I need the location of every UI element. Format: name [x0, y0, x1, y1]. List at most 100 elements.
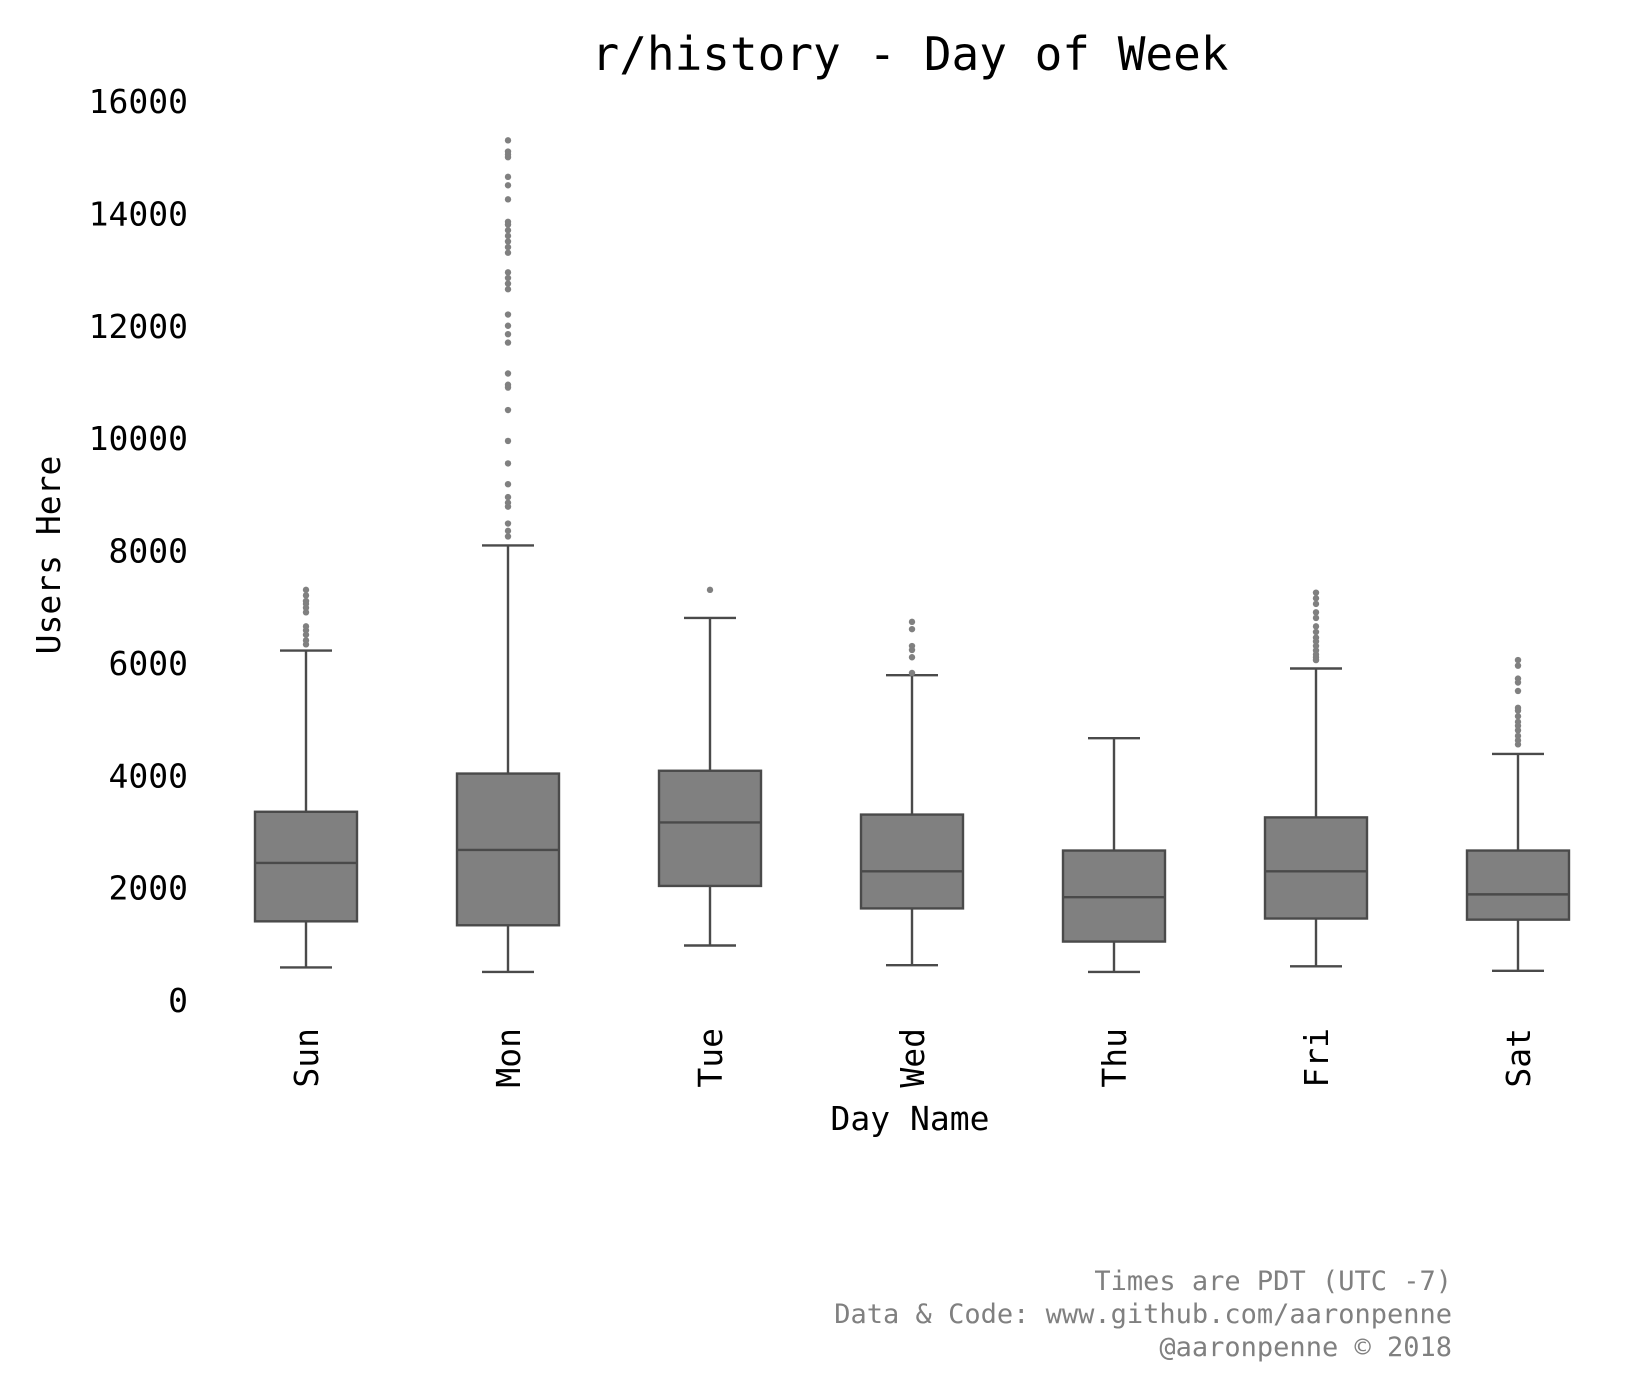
outlier-point — [504, 218, 512, 226]
outlier-point — [504, 406, 512, 414]
outlier-point — [504, 196, 512, 203]
x-axis-ticks: Sun Mon Tue Wed Thu Fri Sat — [287, 1028, 1538, 1088]
x-tick-label: Fri — [1297, 1028, 1336, 1088]
outlier-point — [1514, 732, 1522, 740]
outlier-point — [504, 173, 512, 181]
box-group-tue — [657, 586, 763, 947]
outlier-point — [1514, 713, 1522, 720]
outlier-point — [302, 597, 310, 605]
y-tick-label: 16000 — [89, 82, 188, 121]
timezone-note: Times are PDT (UTC -7) — [1094, 1266, 1452, 1297]
outlier-point — [706, 586, 714, 594]
outlier-point — [1312, 642, 1320, 650]
x-tick-label: Thu — [1095, 1028, 1134, 1088]
outlier-point — [504, 499, 512, 506]
x-tick-label: Sun — [287, 1028, 326, 1088]
outlier-point — [504, 381, 512, 388]
iqr-box — [253, 810, 359, 923]
outlier-point — [504, 238, 512, 245]
outlier-point — [1514, 704, 1522, 712]
outlier-point — [504, 339, 512, 346]
y-tick-label: 0 — [168, 981, 188, 1020]
outlier-point — [302, 637, 310, 644]
x-axis-label: Day Name — [831, 1099, 990, 1138]
outlier-point — [504, 493, 512, 501]
outlier-point — [302, 609, 310, 616]
x-tick-label: Wed — [893, 1028, 932, 1088]
outlier-point — [1312, 623, 1320, 630]
box-group-sat — [1465, 656, 1571, 972]
outlier-point — [908, 654, 916, 661]
outlier-point — [302, 592, 310, 599]
copyright-note: @aaronpenne © 2018 — [1159, 1332, 1452, 1363]
outlier-point — [1312, 600, 1320, 608]
y-axis-label: Users Here — [29, 456, 68, 655]
iqr-box — [859, 813, 965, 910]
outlier-point — [302, 631, 310, 638]
outlier-point — [908, 642, 916, 650]
credits: Times are PDT (UTC -7) Data & Code: www.… — [834, 1265, 1452, 1364]
iqr-box — [1465, 849, 1571, 921]
box-group-thu — [1061, 736, 1167, 974]
outlier-point — [908, 669, 916, 677]
outlier-point — [1312, 628, 1320, 636]
chart-title: r/history - Day of Week — [592, 27, 1229, 81]
y-tick-label: 10000 — [89, 419, 188, 458]
y-tick-label: 6000 — [109, 644, 188, 683]
y-axis-ticks: 0 2000 4000 6000 8000 10000 12000 14000 16000 — [89, 82, 188, 1020]
outlier-point — [1514, 718, 1522, 726]
x-tick-label: Tue — [691, 1028, 730, 1088]
outlier-point — [1514, 656, 1522, 664]
outlier-point — [1312, 595, 1320, 602]
outlier-point — [504, 520, 512, 527]
outlier-point — [1514, 737, 1522, 744]
outlier-point — [504, 227, 512, 234]
outlier-point — [504, 137, 512, 144]
outlier-point — [504, 330, 512, 338]
outlier-point — [1312, 647, 1320, 654]
iqr-box — [1263, 816, 1369, 920]
iqr-box — [657, 769, 763, 888]
x-tick-label: Mon — [489, 1028, 528, 1088]
outlier-point — [1312, 589, 1320, 596]
outlier-point — [504, 322, 512, 329]
outlier-point — [504, 249, 512, 256]
outlier-point — [504, 148, 512, 155]
outlier-point — [504, 280, 512, 287]
y-tick-label: 4000 — [109, 756, 188, 795]
outlier-point — [1514, 662, 1522, 669]
outlier-point — [504, 232, 512, 240]
box-group-sun — [253, 586, 359, 969]
outlier-point — [1514, 675, 1522, 682]
outlier-point — [504, 533, 512, 540]
outlier-point — [504, 269, 512, 276]
outlier-point — [504, 311, 512, 318]
boxes-layer — [253, 137, 1571, 974]
box-group-fri — [1263, 589, 1369, 968]
outlier-point — [1514, 687, 1522, 695]
box-group-wed — [859, 618, 965, 967]
outlier-point — [504, 460, 512, 467]
outlier-point — [504, 437, 512, 445]
outlier-point — [1514, 727, 1522, 734]
outlier-point — [908, 618, 916, 626]
outlier-point — [504, 243, 512, 251]
outlier-point — [302, 586, 310, 594]
y-tick-label: 2000 — [109, 869, 188, 908]
outlier-point — [504, 527, 512, 535]
y-tick-label: 12000 — [89, 307, 188, 346]
outlier-point — [504, 480, 512, 488]
outlier-point — [504, 286, 512, 293]
outlier-point — [504, 370, 512, 377]
outlier-point — [1312, 614, 1320, 622]
outlier-point — [1312, 609, 1320, 616]
outlier-point — [908, 625, 916, 633]
source-note: Data & Code: www.github.com/aaronpenne — [834, 1299, 1452, 1330]
box-group-mon — [455, 137, 561, 974]
x-tick-label: Sat — [1499, 1028, 1538, 1088]
outlier-point — [1312, 634, 1320, 641]
y-tick-label: 8000 — [109, 532, 188, 571]
outlier-point — [302, 623, 310, 630]
outlier-point — [504, 274, 512, 282]
